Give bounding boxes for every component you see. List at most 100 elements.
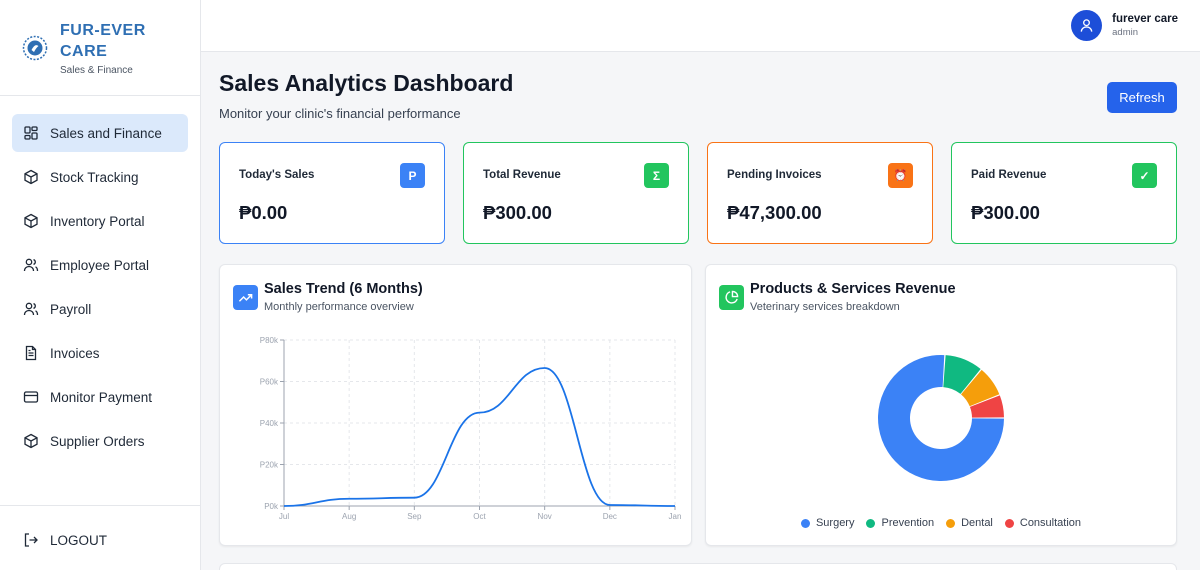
dashboard-grid-icon <box>24 126 38 140</box>
x-tick-label: Dec <box>603 512 617 521</box>
sidebar-item-inventory-portal[interactable]: Inventory Portal <box>12 202 188 240</box>
sidebar-item-label: Monitor Payment <box>50 389 153 405</box>
alarm-clock-icon: ⏰ <box>888 163 913 188</box>
sidebar-item-monitor-payment[interactable]: Monitor Payment <box>12 378 188 416</box>
panel-title: Sales Trend (6 Months) <box>264 281 423 297</box>
sales-trend-panel: Sales Trend (6 Months) Monthly performan… <box>219 264 692 546</box>
sidebar-item-label: Invoices <box>50 345 100 361</box>
users-icon <box>23 302 39 316</box>
page-title: Sales Analytics Dashboard <box>219 70 514 96</box>
page-subtitle: Monitor your clinic's financial performa… <box>219 106 461 121</box>
sidebar-nav: Sales and Finance Stock Tracking Invento… <box>0 96 200 460</box>
y-tick-label: P40k <box>260 419 279 428</box>
sidebar-item-supplier-orders[interactable]: Supplier Orders <box>12 422 188 460</box>
stat-card-pending-invoices: Pending Invoices ⏰ ₱47,300.00 <box>707 142 933 244</box>
sidebar-item-employee-portal[interactable]: Employee Portal <box>12 246 188 284</box>
sidebar-item-label: Employee Portal <box>50 257 150 273</box>
brand-title-line2: CARE <box>60 43 108 60</box>
card-label: Today's Sales <box>239 169 315 181</box>
card-value: ₱47,300.00 <box>727 202 822 223</box>
user-name: furever care <box>1112 13 1178 25</box>
legend-swatch <box>866 518 876 528</box>
box-icon <box>24 169 38 185</box>
sidebar-item-label: Supplier Orders <box>50 433 145 449</box>
trending-up-icon <box>233 285 258 310</box>
y-tick-label: P0k <box>264 502 279 511</box>
sidebar-item-stock-tracking[interactable]: Stock Tracking <box>12 158 188 196</box>
bottom-panel <box>219 563 1177 570</box>
revenue-breakdown-panel: Products & Services Revenue Veterinary s… <box>705 264 1177 546</box>
donut-slice-consultation[interactable] <box>969 395 1004 418</box>
chart-legend: Surgery Prevention Dental Consultation <box>706 517 1176 529</box>
stat-card-paid-revenue: Paid Revenue ✓ ₱300.00 <box>951 142 1177 244</box>
revenue-donut-chart <box>878 355 1004 481</box>
x-tick-label: Aug <box>342 512 356 521</box>
panel-subtitle: Monthly performance overview <box>264 301 414 313</box>
logout-button[interactable]: LOGOUT <box>12 521 188 559</box>
sigma-icon: Σ <box>644 163 669 188</box>
sidebar-item-label: Stock Tracking <box>50 169 139 185</box>
legend-swatch <box>946 518 956 528</box>
panel-title: Products & Services Revenue <box>750 281 956 297</box>
brand-title-line1: FUR-EVER <box>60 22 146 39</box>
users-icon <box>23 258 39 272</box>
sidebar-item-payroll[interactable]: Payroll <box>12 290 188 328</box>
donut-slice-prevention[interactable] <box>943 355 981 394</box>
brand-subtitle: Sales & Finance <box>60 65 133 76</box>
card-label: Paid Revenue <box>971 169 1047 181</box>
legend-item-consultation[interactable]: Consultation <box>1004 517 1082 529</box>
sales-trend-chart: P0k P20k P40k P60k P80k Jul Aug Sep Oct Nov Dec Jan <box>260 336 682 521</box>
panel-subtitle: Veterinary services breakdown <box>750 301 900 313</box>
legend-item-surgery[interactable]: Surgery <box>800 517 855 529</box>
refresh-button[interactable]: Refresh <box>1107 82 1177 113</box>
card-label: Total Revenue <box>483 169 561 181</box>
peso-icon: P <box>400 163 425 188</box>
sidebar-item-label: Inventory Portal <box>50 213 145 229</box>
topbar: furever care admin <box>201 0 1200 52</box>
sidebar-item-label: Sales and Finance <box>50 125 162 141</box>
logout-icon <box>24 533 38 547</box>
legend-label: Surgery <box>815 517 855 529</box>
card-value: ₱300.00 <box>483 202 552 223</box>
donut-slice-surgery[interactable] <box>878 355 1004 481</box>
y-tick-label: P60k <box>260 378 279 387</box>
brand: FUR-EVER CARE Sales & Finance <box>0 0 200 96</box>
legend-item-prevention[interactable]: Prevention <box>866 517 934 529</box>
x-tick-label: Jan <box>669 512 682 521</box>
sidebar-item-sales-and-finance[interactable]: Sales and Finance <box>12 114 188 152</box>
legend-label: Dental <box>961 517 993 529</box>
card-value: ₱300.00 <box>971 202 1040 223</box>
x-tick-label: Nov <box>538 512 552 521</box>
x-tick-label: Jul <box>279 512 289 521</box>
document-icon <box>25 345 37 361</box>
avatar <box>1071 10 1103 41</box>
clinic-logo-icon <box>22 35 48 61</box>
legend-label: Consultation <box>1019 517 1082 529</box>
user-role: admin <box>1112 27 1139 38</box>
legend-swatch <box>800 518 810 528</box>
legend-label: Prevention <box>881 517 935 529</box>
card-value: ₱0.00 <box>239 202 288 223</box>
box-icon <box>24 433 38 449</box>
donut-slice-dental[interactable] <box>961 369 1000 407</box>
sales-trend-line <box>283 367 676 507</box>
pie-chart-icon <box>719 285 744 310</box>
sidebar: FUR-EVER CARE Sales & Finance Sales and … <box>0 0 201 570</box>
sidebar-item-label: Payroll <box>50 301 92 317</box>
x-tick-label: Oct <box>473 512 486 521</box>
y-tick-label: P80k <box>260 336 279 345</box>
credit-card-icon <box>23 391 39 403</box>
user-menu[interactable]: furever care admin <box>1071 10 1178 41</box>
legend-item-dental[interactable]: Dental <box>946 517 993 529</box>
stat-card-total-revenue: Total Revenue Σ ₱300.00 <box>463 142 689 244</box>
sidebar-item-invoices[interactable]: Invoices <box>12 334 188 372</box>
check-icon: ✓ <box>1132 163 1157 188</box>
stat-card-todays-sales: Today's Sales P ₱0.00 <box>219 142 445 244</box>
box-icon <box>24 213 38 229</box>
card-label: Pending Invoices <box>727 169 822 181</box>
x-tick-label: Sep <box>407 512 422 521</box>
sidebar-divider <box>0 505 200 506</box>
legend-swatch <box>1004 518 1014 528</box>
user-icon <box>1080 19 1093 32</box>
logout-label: LOGOUT <box>50 532 108 548</box>
